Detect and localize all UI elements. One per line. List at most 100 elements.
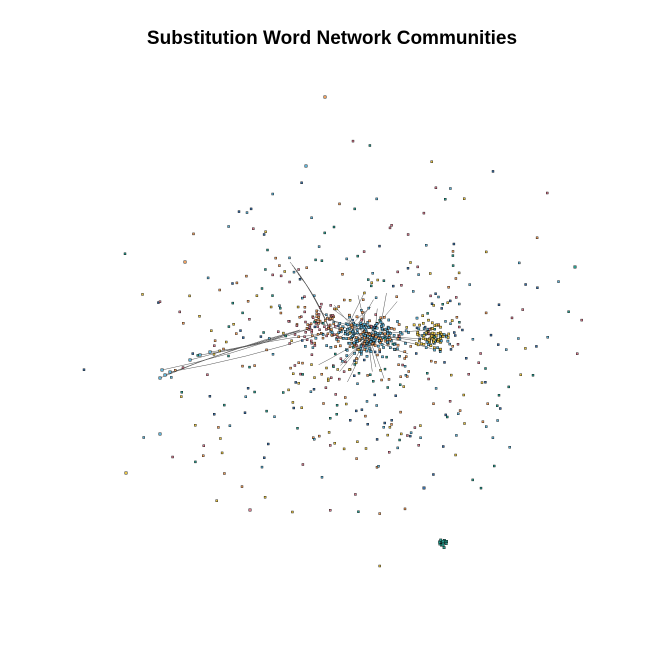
- network-node: [378, 350, 381, 354]
- network-node: [439, 350, 442, 353]
- network-node: [471, 338, 475, 341]
- network-node: [220, 451, 224, 455]
- network-node: [336, 339, 340, 343]
- network-edge: [169, 333, 323, 373]
- network-node: [297, 335, 300, 338]
- network-node: [314, 322, 318, 325]
- network-node: [452, 242, 456, 246]
- network-node: [434, 387, 438, 390]
- network-node: [524, 347, 527, 350]
- network-node: [305, 327, 309, 330]
- network-node: [311, 334, 314, 337]
- network-node: [335, 404, 339, 407]
- network-node: [325, 334, 328, 338]
- network-node: [320, 476, 324, 479]
- network-node: [398, 438, 401, 442]
- network-node: [351, 139, 355, 143]
- network-node: [406, 233, 410, 236]
- network-node: [239, 329, 242, 332]
- network-node: [215, 499, 218, 502]
- network-node: [339, 344, 342, 348]
- network-node: [271, 273, 274, 277]
- network-node: [368, 347, 371, 350]
- network-node: [368, 319, 371, 323]
- network-node: [360, 319, 363, 322]
- network-node: [467, 373, 470, 376]
- network-node: [507, 385, 510, 389]
- network-node: [413, 426, 417, 429]
- network-node: [325, 313, 328, 316]
- network-node: [434, 292, 437, 295]
- network-node: [194, 424, 197, 427]
- network-node: [290, 339, 293, 342]
- network-node: [444, 197, 447, 201]
- network-node: [330, 333, 333, 337]
- network-node: [434, 186, 438, 190]
- network-node: [436, 346, 439, 350]
- network-node: [322, 322, 325, 325]
- network-node: [441, 539, 445, 543]
- network-node: [218, 288, 221, 292]
- network-node: [232, 323, 235, 326]
- network-node: [170, 376, 173, 379]
- network-node: [260, 287, 264, 290]
- network-node: [518, 261, 521, 265]
- network-node: [208, 350, 212, 354]
- network-node: [388, 426, 392, 429]
- network-node: [374, 313, 377, 316]
- network-node: [310, 331, 313, 334]
- network-node: [237, 210, 241, 213]
- network-node: [463, 197, 466, 200]
- network-node: [313, 341, 316, 345]
- network-node: [194, 460, 197, 464]
- network-node: [295, 324, 299, 327]
- network-node: [253, 390, 256, 394]
- network-node: [196, 354, 200, 357]
- network-node: [253, 364, 256, 367]
- network-node: [355, 409, 358, 413]
- network-node: [316, 333, 320, 336]
- network-node: [344, 396, 347, 399]
- network-node: [398, 335, 401, 338]
- network-node: [335, 333, 339, 336]
- network-node: [271, 294, 274, 297]
- network-node: [438, 334, 442, 338]
- network-node: [373, 393, 376, 397]
- network-node: [284, 334, 287, 338]
- network-node: [431, 331, 434, 335]
- network-node: [484, 311, 488, 315]
- network-node: [422, 486, 426, 490]
- network-node: [282, 391, 285, 394]
- network-node: [246, 387, 250, 390]
- network-node: [423, 325, 427, 329]
- network-node: [217, 426, 220, 429]
- network-node: [422, 322, 425, 325]
- network-node: [404, 342, 407, 345]
- network-node: [451, 250, 455, 253]
- network-node: [424, 337, 427, 341]
- edge-layer: [159, 261, 435, 383]
- network-node: [427, 318, 430, 322]
- network-node: [486, 402, 489, 405]
- network-node: [142, 436, 145, 439]
- network-node: [182, 322, 185, 325]
- network-node: [432, 340, 435, 344]
- network-node: [363, 348, 367, 352]
- network-node: [435, 323, 439, 327]
- network-node: [331, 314, 335, 317]
- network-node: [400, 284, 403, 287]
- network-node: [399, 410, 402, 414]
- network-node: [444, 413, 447, 417]
- network-node: [400, 332, 404, 336]
- network-node: [267, 442, 270, 446]
- network-node: [497, 343, 500, 346]
- network-node: [255, 294, 259, 297]
- network-node: [366, 423, 369, 426]
- network-node: [360, 326, 363, 329]
- network-node: [439, 325, 442, 329]
- network-node: [278, 264, 281, 267]
- network-node: [240, 485, 244, 488]
- network-node: [359, 333, 363, 336]
- network-node: [317, 313, 321, 316]
- network-node: [355, 328, 359, 332]
